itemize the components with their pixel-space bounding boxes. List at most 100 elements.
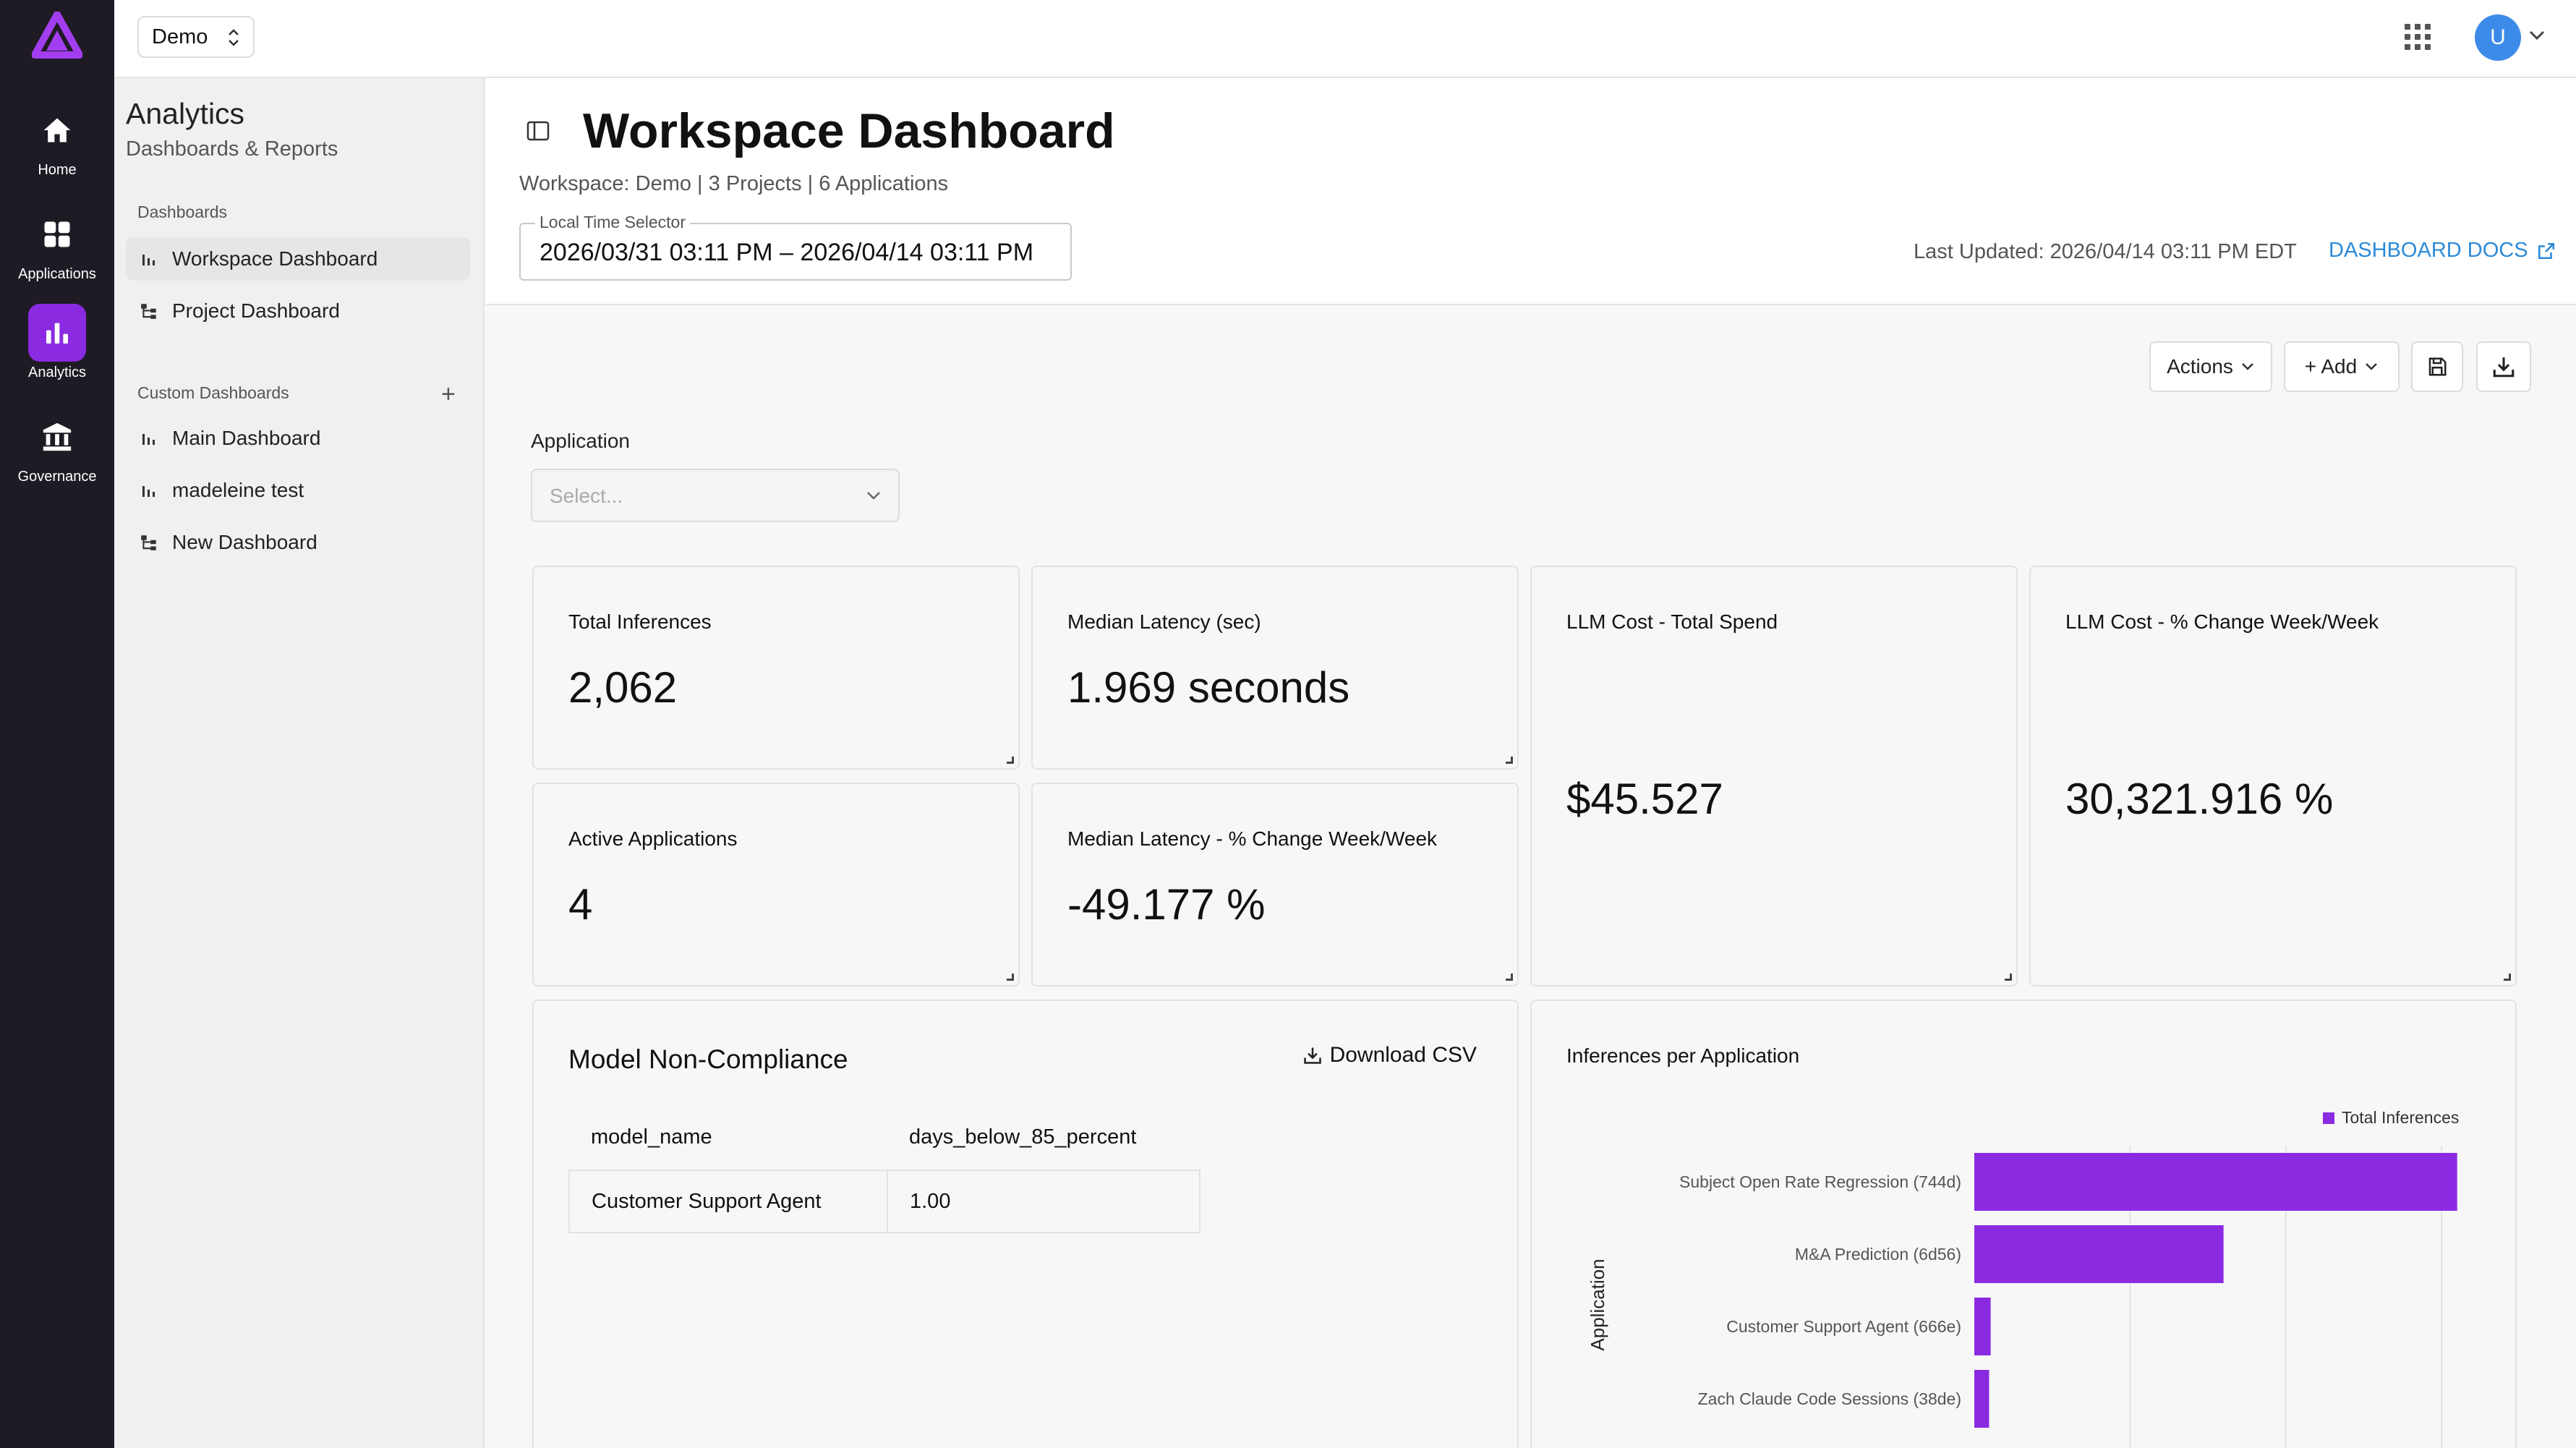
llm-cost-total-card: LLM Cost - Total Spend $45.527 [1530, 566, 2018, 987]
rail-item-applications[interactable]: Applications [0, 205, 114, 292]
dashboard-docs-link[interactable]: DASHBOARD DOCS [2329, 239, 2556, 263]
add-label: + Add [2304, 355, 2358, 378]
dashboards-heading: Dashboards [137, 203, 228, 221]
resize-handle[interactable] [1506, 974, 1513, 981]
bank-icon [28, 408, 86, 466]
card-title: LLM Cost - % Change Week/Week [2065, 610, 2379, 633]
legend-swatch [2323, 1112, 2334, 1124]
bar [1974, 1225, 2224, 1283]
sidebar-item-madeleine-test[interactable]: madeleine test [126, 469, 470, 512]
total-inferences-card: Total Inferences 2,062 [532, 566, 1020, 770]
card-title: Median Latency - % Change Week/Week [1067, 827, 1438, 850]
chart-title: Inferences per Application [1566, 1044, 1800, 1067]
app-launcher-icon[interactable] [2405, 24, 2431, 50]
table-header-row: model_name days_below_85_percent [569, 1105, 1200, 1170]
sidebar-item-label: madeleine test [172, 479, 304, 501]
hierarchy-icon [139, 532, 159, 553]
hierarchy-icon [139, 301, 159, 321]
table-row[interactable]: Customer Support Agent 1.00 [568, 1170, 1200, 1233]
category-label: Zach Claude Code Sessions (38de) [1698, 1389, 1961, 1408]
download-icon [1303, 1047, 1321, 1064]
rail-item-governance[interactable]: Governance [0, 408, 114, 495]
chevron-down-icon [2242, 363, 2253, 370]
resize-handle[interactable] [1007, 757, 1014, 764]
user-avatar[interactable]: U [2475, 14, 2521, 61]
card-value: -49.177 % [1067, 880, 1266, 929]
save-button[interactable] [2411, 341, 2463, 392]
sidebar-item-new-dashboard[interactable]: New Dashboard [126, 521, 470, 564]
sidebar-item-main-dashboard[interactable]: Main Dashboard [126, 417, 470, 460]
rail-label: Analytics [27, 365, 87, 380]
rail-label: Governance [17, 469, 97, 485]
chevron-down-icon[interactable] [2528, 27, 2546, 42]
inferences-per-application-card: Inferences per Application Total Inferen… [1530, 1000, 2517, 1448]
rail-item-home[interactable]: Home [0, 101, 114, 188]
llm-cost-change-card: LLM Cost - % Change Week/Week 30,321.916… [2029, 566, 2517, 987]
card-title: Model Non-Compliance [568, 1044, 848, 1074]
bar-chart-icon [139, 428, 159, 448]
rail-label: Home [38, 162, 77, 178]
sidebar-item-label: New Dashboard [172, 531, 317, 553]
sidebar-title: Analytics [126, 97, 245, 130]
card-title: LLM Cost - Total Spend [1566, 610, 1778, 633]
inferences-bar-chart: Total Inferences Application Subject Open … [1587, 1108, 2459, 1448]
external-link-icon [2538, 242, 2554, 259]
sidebar-item-label: Project Dashboard [172, 299, 340, 322]
card-title: Median Latency (sec) [1067, 610, 1261, 633]
card-value: 30,321.916 % [2065, 775, 2334, 823]
resize-handle[interactable] [1506, 757, 1513, 764]
grid-icon [28, 205, 86, 263]
primary-nav-rail: Home Applications Analytics Governance [0, 0, 114, 1448]
card-title: Total Inferences [568, 610, 712, 633]
sidebar-item-project-dashboard[interactable]: Project Dashboard [126, 289, 470, 333]
chevron-down-icon [867, 492, 880, 500]
rail-label: Applications [18, 266, 96, 282]
application-filter-label: Application [531, 430, 630, 452]
resize-handle[interactable] [2005, 974, 2012, 981]
card-value: 4 [568, 880, 593, 929]
bar-chart-icon [28, 304, 86, 362]
add-button[interactable]: + Add [2284, 341, 2400, 392]
download-button[interactable] [2476, 341, 2531, 392]
card-value: $45.527 [1566, 775, 1723, 823]
column-header[interactable]: model_name [591, 1125, 712, 1149]
table-cell: 1.00 [887, 1170, 1200, 1233]
actions-label: Actions [2167, 355, 2233, 378]
last-updated: Last Updated: 2026/04/14 03:11 PM EDT [1914, 240, 2297, 263]
download-csv-button[interactable]: Download CSV [1302, 1043, 1477, 1068]
column-header[interactable]: days_below_85_percent [909, 1125, 1137, 1149]
app-logo[interactable] [31, 11, 83, 59]
sidebar-toggle-icon[interactable] [526, 120, 550, 142]
local-time-selector[interactable]: Local Time Selector 2026/03/31 03:11 PM … [519, 213, 1072, 281]
analytics-sidebar: Analytics Dashboards & Reports Dashboard… [114, 78, 485, 1448]
chevron-down-icon [2366, 363, 2378, 370]
non-compliance-table: model_name days_below_85_percent Custome… [568, 1105, 1200, 1233]
resize-handle[interactable] [1007, 974, 1014, 981]
workspace-selector[interactable]: Demo [137, 16, 255, 58]
bar [1974, 1370, 1989, 1428]
rail-item-analytics[interactable]: Analytics [0, 304, 114, 391]
latency-change-card: Median Latency - % Change Week/Week -49.… [1031, 783, 1519, 987]
resize-handle[interactable] [2504, 974, 2511, 981]
actions-button[interactable]: Actions [2149, 341, 2272, 392]
sidebar-item-workspace-dashboard[interactable]: Workspace Dashboard [126, 237, 470, 281]
application-filter-select[interactable]: Select... [531, 469, 900, 522]
workspace-name: Demo [152, 25, 208, 48]
model-non-compliance-card: Model Non-Compliance Download CSV model_… [532, 1000, 1519, 1448]
sidebar-subtitle: Dashboards & Reports [126, 137, 338, 161]
bar-chart-icon [139, 249, 159, 269]
legend-label: Total Inferences [2342, 1108, 2459, 1127]
y-axis-label: Application [1587, 1259, 1608, 1350]
bar [1974, 1298, 1991, 1355]
card-value: 1.969 seconds [1067, 663, 1350, 712]
add-dashboard-icon[interactable]: + [441, 380, 456, 408]
save-icon [2428, 357, 2447, 376]
download-csv-label: Download CSV [1329, 1043, 1477, 1067]
sidebar-item-label: Main Dashboard [172, 427, 321, 449]
page-title: Workspace Dashboard [583, 103, 1115, 158]
card-title: Active Applications [568, 827, 738, 850]
docs-link-label: DASHBOARD DOCS [2329, 239, 2528, 262]
table-cell: Customer Support Agent [568, 1170, 888, 1233]
category-label: Subject Open Rate Regression (744d) [1679, 1172, 1961, 1191]
download-icon [2493, 357, 2515, 378]
